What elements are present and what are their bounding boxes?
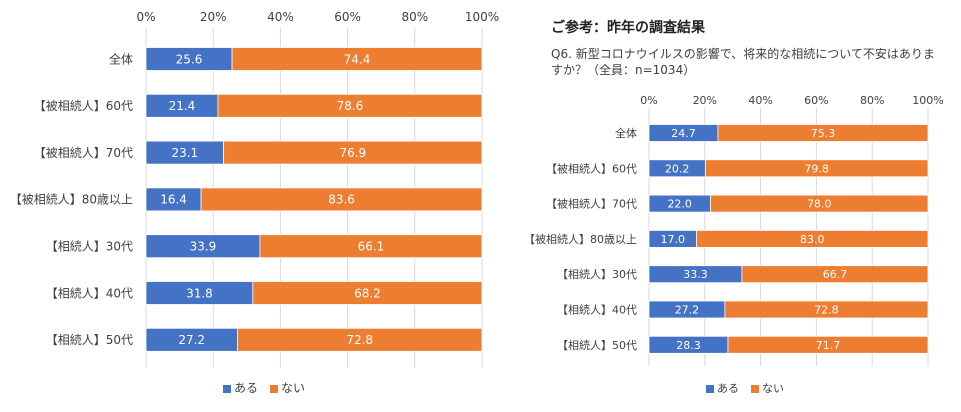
right-data-label: 72.8: [814, 303, 839, 316]
left-category-label: 【被相続人】80歳以上: [10, 193, 133, 207]
right-data-label: 83.0: [800, 233, 825, 246]
right-legend-swatch-aru: [706, 385, 714, 393]
right-category-label: 【相続人】40代: [557, 302, 637, 316]
right-data-label: 78.0: [807, 198, 832, 211]
left-bar-nai: [217, 93, 483, 118]
right-x-tick-label: 80%: [860, 94, 884, 107]
left-x-tick-label: 100%: [465, 10, 499, 24]
right-category-label: 全体: [615, 126, 637, 140]
right-category-label: 【相続人】50代: [557, 338, 637, 352]
right-x-tick-label: 60%: [804, 94, 828, 107]
right-data-label: 66.7: [823, 268, 848, 281]
right-x-tick-label: 0%: [640, 94, 657, 107]
right-bar-nai: [704, 159, 929, 178]
left-data-label: 16.4: [160, 193, 187, 207]
left-data-label: 31.8: [186, 286, 213, 300]
left-legend-label: ある: [234, 381, 258, 395]
right-data-label: 28.3: [676, 339, 701, 352]
left-bar-nai: [236, 327, 483, 352]
right-data-label: 22.0: [667, 198, 692, 211]
left-bar-nai: [223, 140, 483, 165]
left-data-label: 78.6: [337, 99, 364, 113]
left-category-label: 【相続人】40代: [46, 286, 133, 300]
right-x-tick-label: 20%: [693, 94, 717, 107]
right-data-label: 24.7: [671, 127, 696, 140]
left-data-label: 25.6: [176, 52, 203, 66]
right-bar-nai: [727, 335, 929, 354]
right-bar-nai: [709, 194, 929, 213]
right-legend-label: ある: [717, 382, 739, 395]
left-data-label: 74.4: [344, 52, 371, 66]
right-bar-nai: [696, 229, 929, 248]
right-data-label: 71.7: [816, 339, 841, 352]
left-legend-swatch-nai: [270, 385, 278, 393]
right-data-label: 33.3: [683, 268, 708, 281]
left-x-tick-label: 80%: [401, 10, 428, 24]
left-data-label: 33.9: [190, 240, 217, 254]
right-category-label: 【被相続人】70代: [546, 197, 637, 211]
reference-question: Q6. 新型コロナウイルスの影響で、将来的な相続について不安はありますか？（全員…: [551, 47, 935, 77]
left-data-label: 23.1: [171, 146, 198, 160]
left-bar-nai: [252, 281, 483, 305]
right-category-label: 【被相続人】80歳以上: [524, 232, 637, 246]
left-category-label: 【相続人】30代: [46, 240, 133, 254]
right-x-tick-label: 100%: [912, 94, 943, 107]
right-bar-nai: [717, 124, 929, 142]
right-category-label: 【相続人】30代: [557, 267, 637, 281]
right-data-label: 27.2: [675, 303, 700, 316]
right-category-label: 【被相続人】60代: [546, 161, 637, 175]
left-data-label: 21.4: [169, 99, 196, 113]
right-data-label: 17.0: [660, 233, 685, 246]
left-legend-label: ない: [281, 381, 305, 395]
left-bar-nai: [200, 187, 483, 212]
left-data-label: 68.2: [354, 286, 381, 300]
right-bar-nai: [724, 300, 929, 319]
right-bar-nai: [741, 265, 929, 284]
right-data-label: 79.8: [804, 162, 829, 175]
left-x-tick-label: 40%: [267, 10, 294, 24]
left-bar-nai: [259, 234, 483, 259]
left-category-label: 【被相続人】70代: [34, 146, 133, 160]
left-legend-swatch-aru: [223, 385, 231, 393]
left-data-label: 83.6: [328, 193, 355, 207]
reference-title: ご参考：昨年の調査結果: [551, 20, 705, 36]
right-data-label: 75.3: [811, 127, 836, 140]
right-data-label: 20.2: [665, 162, 690, 175]
right-legend-swatch-nai: [751, 385, 759, 393]
left-data-label: 72.8: [346, 333, 373, 347]
left-x-tick-label: 0%: [136, 10, 155, 24]
left-x-tick-label: 60%: [334, 10, 361, 24]
left-category-label: 全体: [109, 51, 133, 66]
left-category-label: 【相続人】50代: [46, 333, 133, 347]
right-x-tick-label: 40%: [748, 94, 772, 107]
left-category-label: 【被相続人】60代: [34, 99, 133, 113]
left-data-label: 27.2: [178, 333, 205, 347]
right-legend-label: ない: [762, 382, 784, 395]
left-bar-nai: [231, 47, 483, 71]
left-data-label: 76.9: [339, 146, 366, 160]
left-x-tick-label: 20%: [200, 10, 227, 24]
left-data-label: 66.1: [358, 240, 385, 254]
